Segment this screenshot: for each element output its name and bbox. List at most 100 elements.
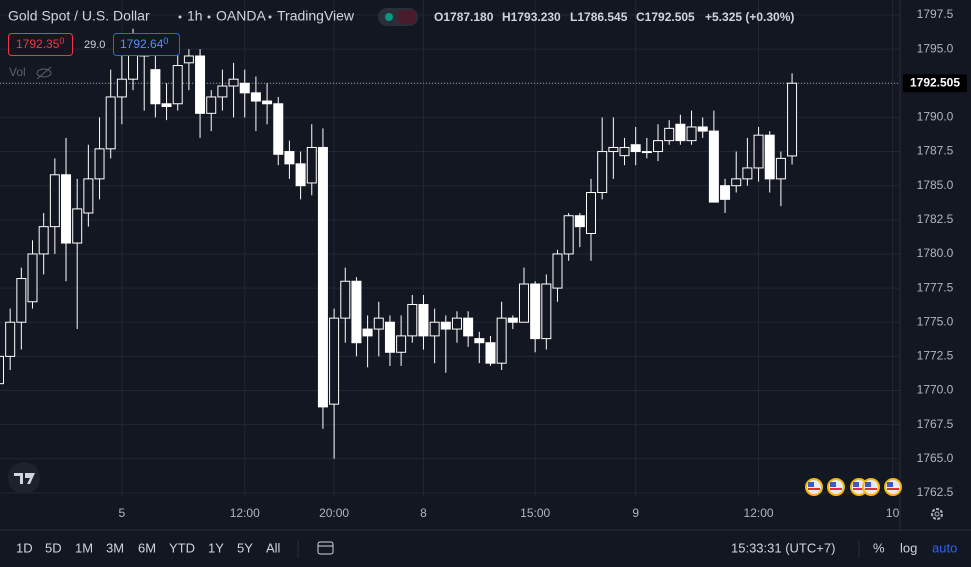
price-tag-label: 1792.505 <box>910 75 960 89</box>
timeframe[interactable]: 6M <box>138 540 156 555</box>
candle-body <box>384 321 395 353</box>
candle-body <box>407 303 418 337</box>
timeframe[interactable]: 1Y <box>208 540 224 555</box>
timeframe[interactable]: All <box>266 540 281 555</box>
candle-body <box>373 317 384 330</box>
timeframe[interactable]: 5D <box>45 540 62 555</box>
candle-body <box>753 134 764 169</box>
candle-body <box>16 278 27 323</box>
candle-body <box>653 140 664 153</box>
scale-option[interactable]: log <box>900 540 917 555</box>
candle-body <box>720 185 731 200</box>
date-range-icon[interactable] <box>317 541 334 555</box>
key: C <box>636 10 645 24</box>
candle-body <box>284 151 295 165</box>
candle-body <box>675 123 686 142</box>
timeframe[interactable]: 1M <box>75 540 93 555</box>
candle-body <box>362 328 373 337</box>
sell-price: 1792.350 <box>16 36 64 51</box>
candle-body <box>38 226 49 255</box>
candle-body <box>72 208 83 244</box>
settings-icon[interactable] <box>931 508 943 520</box>
candle-body <box>183 55 194 64</box>
x-tick-label: 20:00 <box>319 506 349 520</box>
candle-body <box>429 321 440 337</box>
candle-body <box>597 151 608 194</box>
logo <box>8 462 40 494</box>
y-tick-label: 1767.5 <box>917 417 954 431</box>
candle-body <box>574 215 585 228</box>
value: 1787.180 <box>443 10 493 24</box>
candle-body <box>116 78 127 98</box>
x-tick-label: 8 <box>420 506 427 520</box>
candle-body <box>418 303 429 337</box>
timeframe[interactable]: 5Y <box>237 540 253 555</box>
candle-body <box>496 317 507 364</box>
candle-body <box>731 178 742 187</box>
candle-body <box>206 96 217 114</box>
event-flags[interactable] <box>805 478 902 496</box>
candle-body <box>195 55 206 114</box>
candle-body <box>5 321 16 357</box>
clock: 15:33:31 (UTC+7) <box>731 540 835 555</box>
interval: 1h <box>187 8 203 24</box>
spread: 29.0 <box>84 39 105 51</box>
candle-body <box>552 253 563 289</box>
y-tick-label: 1787.5 <box>917 144 954 158</box>
timeframe[interactable]: 3M <box>106 540 124 555</box>
buy-button[interactable] <box>113 33 180 56</box>
candle-body <box>295 163 306 187</box>
candles <box>0 28 798 459</box>
candle-body <box>742 167 753 180</box>
timeframe[interactable]: YTD <box>169 540 195 555</box>
hide-icon[interactable] <box>36 66 52 80</box>
candle-body <box>239 82 250 94</box>
ohlc-close: C1792.505 <box>636 10 695 24</box>
volume-label: Vol <box>9 65 26 79</box>
candle-body <box>608 146 619 153</box>
x-tick-label: 9 <box>632 506 639 520</box>
price: 1792.35 <box>16 37 60 51</box>
candle-body <box>0 355 4 385</box>
key: O <box>434 10 443 24</box>
candle-body <box>329 317 340 405</box>
candle-body <box>105 96 116 150</box>
candle-body <box>150 69 161 105</box>
candle-body <box>541 283 552 340</box>
candle-body <box>61 174 72 244</box>
pip: 0 <box>163 36 168 46</box>
separator <box>207 15 211 19</box>
candle-body <box>172 65 183 105</box>
candle-body <box>787 82 798 157</box>
y-tick-label: 1797.5 <box>917 7 954 21</box>
buy-price: 1792.640 <box>120 36 168 51</box>
candle-body <box>161 103 172 108</box>
scale-option[interactable]: % <box>873 540 885 555</box>
candle-body <box>697 126 708 132</box>
candle-body <box>563 215 574 255</box>
scale-option[interactable]: auto <box>932 540 957 555</box>
candle-body <box>641 151 652 154</box>
candle-body <box>228 78 239 87</box>
candle-body <box>586 192 597 234</box>
y-tick-label: 1765.0 <box>917 451 954 465</box>
source: TradingView <box>277 8 355 24</box>
candle-body <box>440 321 451 330</box>
y-tick-label: 1782.5 <box>917 212 954 226</box>
candle-body <box>664 127 675 142</box>
candle-body <box>250 92 261 102</box>
x-tick-label: 5 <box>119 506 126 520</box>
ohlc-low: L1786.545 <box>570 10 628 24</box>
price-tag <box>903 74 967 93</box>
ohlc-open: O1787.180 <box>434 10 494 24</box>
x-tick-label: 12:00 <box>230 506 260 520</box>
candle-body <box>686 126 697 142</box>
y-tick-label: 1770.0 <box>917 383 954 397</box>
separator <box>268 15 272 19</box>
timeframe[interactable]: 1D <box>16 540 33 555</box>
x-tick-label: 12:00 <box>744 506 774 520</box>
y-tick-label: 1775.0 <box>917 314 954 328</box>
x-tick-label: 10 <box>886 506 900 520</box>
sell-button[interactable] <box>8 33 73 56</box>
